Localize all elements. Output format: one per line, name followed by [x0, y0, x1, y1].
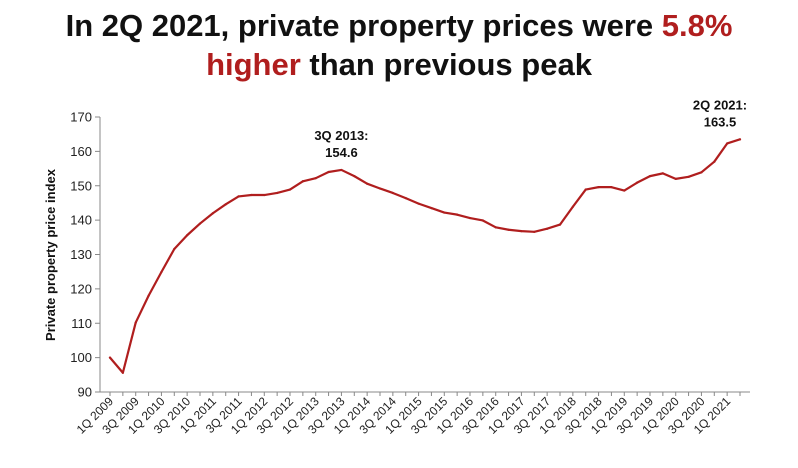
axes [99, 117, 750, 393]
data-point [417, 202, 420, 205]
data-point [121, 371, 124, 374]
y-tick-label: 170 [70, 110, 92, 125]
data-point [726, 142, 729, 145]
data-point [263, 193, 266, 197]
data-point [468, 216, 472, 220]
data-point [674, 177, 677, 180]
title-line-1: In 2Q 2021, private property prices were… [0, 6, 798, 45]
data-point [610, 186, 613, 189]
data-point [211, 212, 214, 215]
title-highlight-word: higher [206, 47, 301, 82]
y-tick-label: 110 [71, 316, 92, 331]
annotation-label: 3Q 2013: [314, 128, 368, 143]
data-point [546, 227, 549, 230]
data-point [366, 182, 369, 185]
data-point [533, 230, 536, 233]
series-group [108, 138, 742, 374]
data-point [623, 189, 626, 192]
data-point [456, 213, 459, 216]
data-point [738, 138, 742, 141]
annotation-value: 163.5 [704, 114, 737, 129]
data-point [237, 195, 240, 198]
data-point [314, 177, 317, 180]
data-point [713, 160, 716, 163]
data-point [597, 186, 600, 189]
data-point [224, 203, 227, 206]
data-point [391, 191, 394, 195]
data-point [173, 247, 176, 251]
data-point [481, 219, 484, 222]
data-point [378, 187, 382, 190]
data-point [430, 206, 433, 210]
series-line [108, 138, 742, 374]
y-tick-label: 140 [70, 213, 92, 228]
data-point [250, 193, 253, 197]
data-point [494, 226, 497, 229]
data-point [404, 197, 407, 200]
data-point [636, 181, 639, 184]
y-tick-label: 100 [70, 350, 92, 365]
y-tick-label: 130 [70, 247, 92, 262]
data-point [507, 228, 510, 231]
data-point [147, 294, 150, 297]
y-tick-label: 120 [70, 281, 92, 296]
data-point [340, 168, 343, 172]
data-point [520, 230, 523, 233]
title-line-1-text: In 2Q 2021, private property prices were [65, 8, 662, 43]
data-point [186, 234, 189, 237]
data-point [648, 175, 652, 178]
data-point [571, 205, 574, 208]
y-tick-label: 160 [70, 144, 92, 159]
data-point [134, 321, 137, 324]
annotation-value: 154.6 [325, 145, 358, 160]
data-point [301, 180, 304, 183]
data-point [288, 188, 292, 191]
y-tick-label: 90 [78, 385, 92, 400]
title-line-2-text: than previous peak [300, 47, 592, 82]
y-axis-label: Private property price index [43, 168, 58, 341]
data-point [700, 171, 703, 174]
data-point [327, 170, 330, 174]
data-point [108, 356, 112, 359]
title-line-2: higher than previous peak [0, 45, 798, 84]
chart-title: In 2Q 2021, private property prices were… [0, 6, 798, 84]
annotations: 3Q 2013: 154.6 2Q 2021: 163.5 [314, 97, 747, 160]
y-axis-ticks: 90 100 110 120 130 140 150 160 170 [70, 110, 100, 400]
data-point [661, 172, 664, 175]
data-point [687, 175, 690, 178]
data-point [353, 175, 356, 178]
y-tick-label: 150 [70, 178, 92, 193]
data-point [443, 211, 446, 214]
title-highlight-percent: 5.8% [661, 8, 733, 43]
data-point [160, 270, 163, 274]
data-point [584, 188, 587, 191]
data-point [276, 191, 279, 195]
data-point [198, 222, 202, 225]
annotation-label: 2Q 2021: [693, 97, 747, 112]
data-point [558, 223, 562, 226]
